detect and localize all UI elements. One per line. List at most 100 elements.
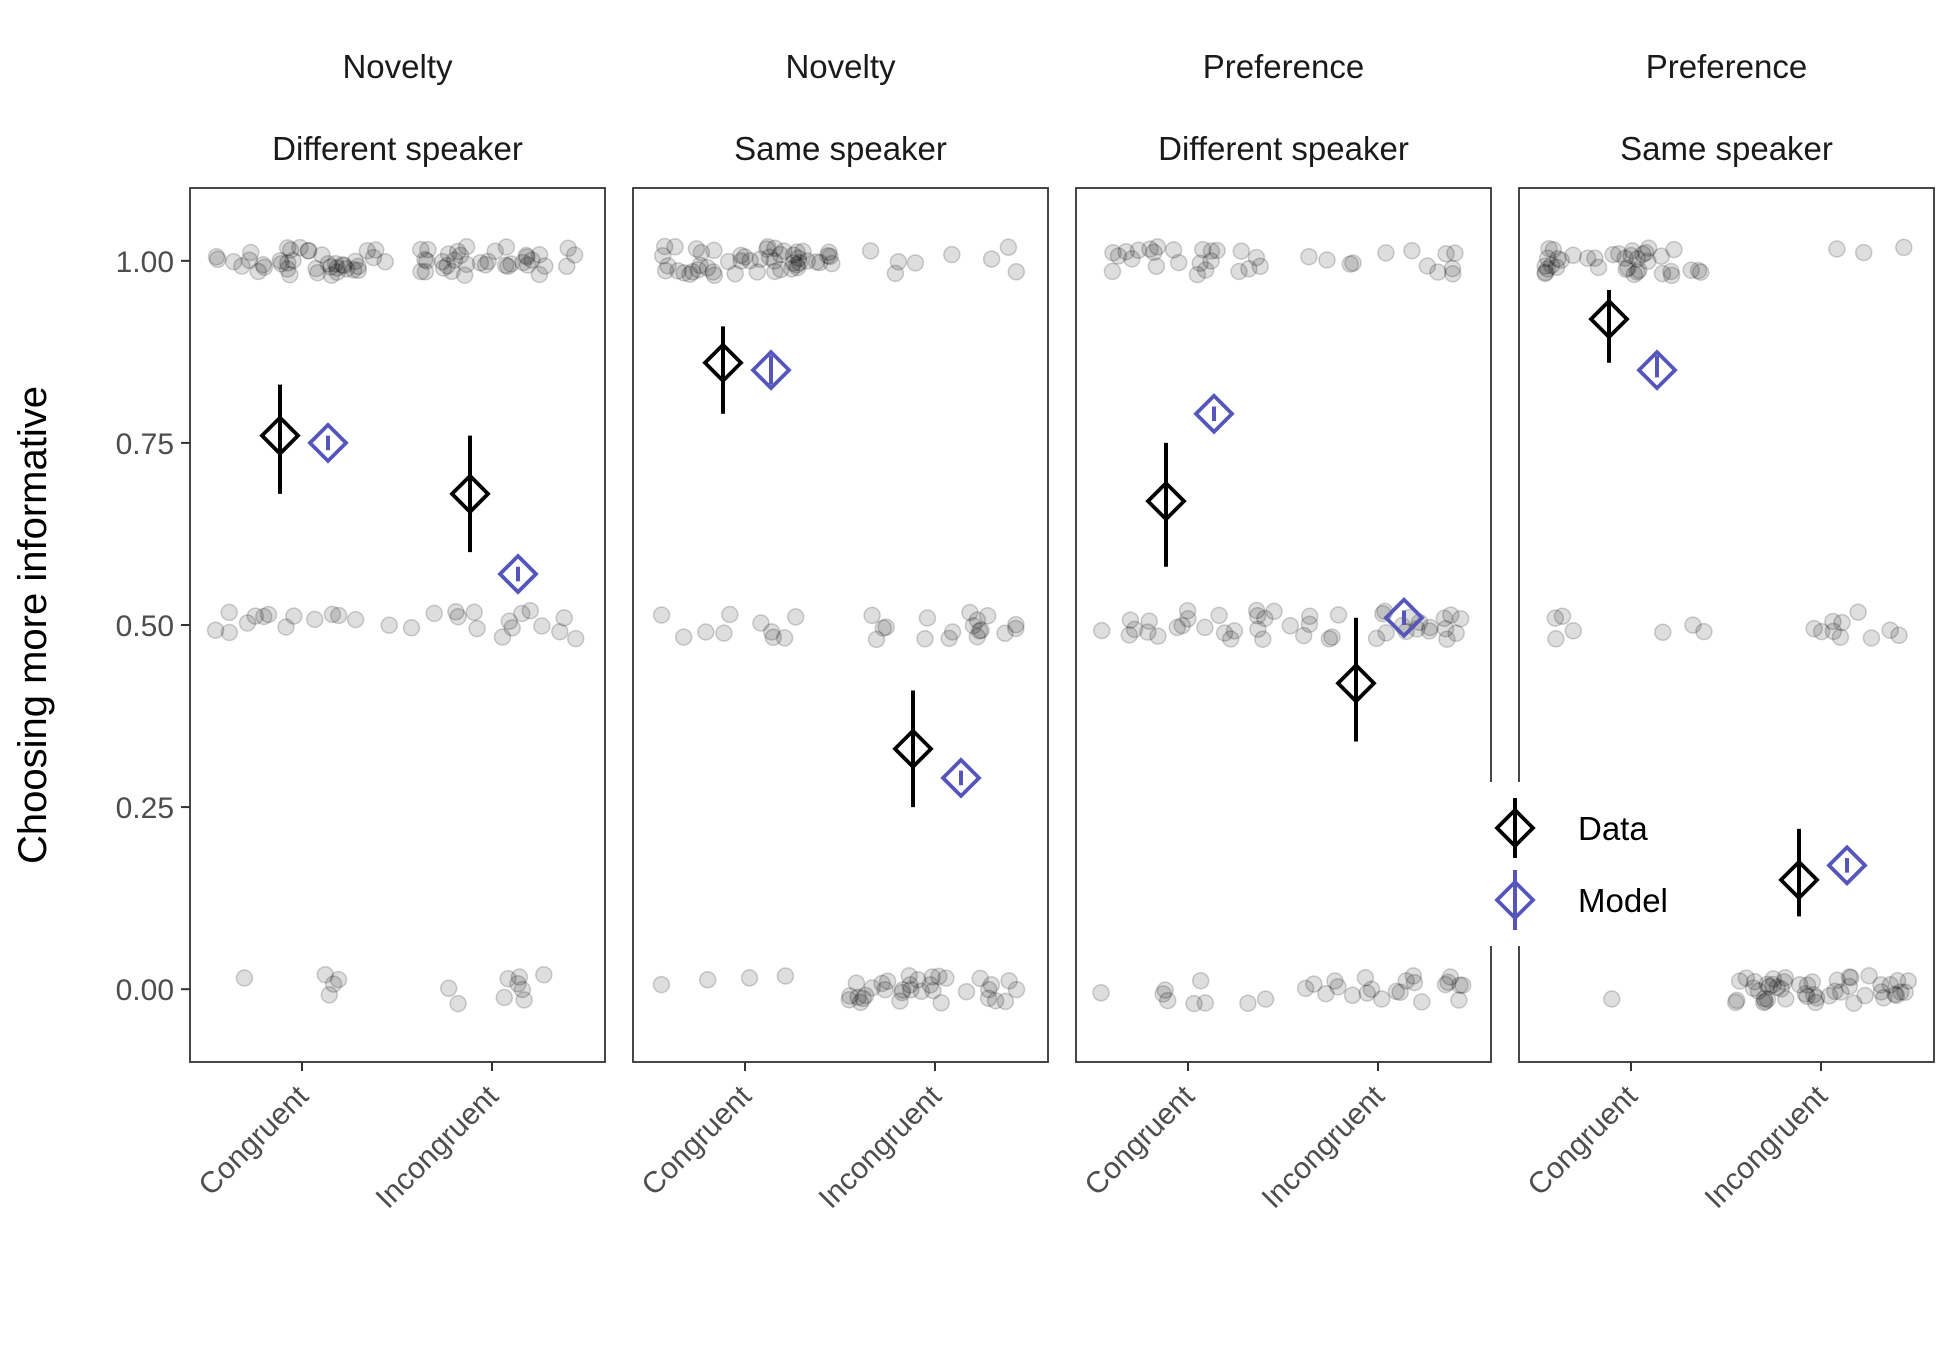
raw-point — [1305, 975, 1323, 993]
data-marker-point — [1145, 480, 1187, 522]
raw-point — [471, 254, 490, 272]
raw-point — [1265, 602, 1283, 621]
raw-point — [867, 630, 886, 649]
data-marker — [449, 435, 491, 553]
raw-point — [970, 622, 989, 640]
raw-point — [1447, 624, 1465, 642]
raw-point — [1622, 246, 1640, 265]
data-marker — [702, 326, 744, 414]
raw-point — [1221, 630, 1240, 648]
raw-point — [434, 259, 453, 277]
raw-point — [1437, 245, 1455, 263]
raw-point — [1828, 240, 1846, 258]
raw-point — [1240, 260, 1258, 278]
raw-point — [1881, 976, 1900, 994]
raw-point — [909, 971, 927, 989]
raw-point — [1196, 994, 1215, 1012]
raw-point — [1665, 240, 1683, 259]
raw-point — [324, 975, 343, 993]
raw-point — [789, 249, 808, 268]
raw-point — [982, 975, 1001, 994]
raw-point — [937, 969, 955, 987]
raw-point — [329, 606, 348, 625]
raw-point — [220, 623, 239, 642]
raw-point — [1215, 624, 1234, 642]
raw-point — [1387, 982, 1406, 1001]
model-marker-point — [307, 422, 349, 464]
raw-point — [1191, 254, 1209, 273]
raw-point — [1536, 263, 1555, 282]
raw-point — [1726, 993, 1745, 1012]
raw-point — [1849, 603, 1867, 621]
data-marker-point — [259, 414, 301, 457]
raw-point — [1164, 241, 1183, 259]
raw-point — [1139, 623, 1157, 641]
raw-point — [419, 240, 437, 259]
raw-point — [971, 969, 989, 988]
raw-point — [1896, 983, 1914, 1002]
raw-point — [1840, 977, 1859, 996]
raw-point — [889, 253, 908, 271]
raw-point — [758, 240, 776, 258]
raw-point — [759, 238, 777, 256]
raw-point — [1202, 252, 1220, 270]
raw-point — [376, 253, 394, 271]
raw-point — [1619, 259, 1637, 277]
raw-point — [1777, 990, 1795, 1008]
raw-point — [698, 971, 717, 989]
raw-point — [1856, 986, 1874, 1005]
raw-point — [457, 255, 476, 274]
raw-point — [335, 256, 353, 275]
raw-point — [1546, 609, 1565, 627]
raw-point — [1436, 619, 1455, 638]
raw-points — [652, 237, 1026, 1012]
raw-point — [1636, 243, 1655, 262]
raw-point — [1820, 986, 1839, 1005]
raw-point — [726, 265, 744, 283]
raw-point — [555, 609, 573, 627]
raw-point — [1103, 262, 1122, 281]
raw-point — [1358, 984, 1376, 1002]
raw-point — [1564, 246, 1582, 265]
raw-point — [1154, 985, 1172, 1003]
raw-point — [1803, 973, 1822, 991]
raw-point — [924, 981, 942, 1000]
raw-point — [439, 245, 458, 263]
raw-point — [968, 611, 987, 629]
raw-point — [1536, 257, 1554, 275]
raw-point — [337, 260, 356, 278]
raw-point — [1796, 985, 1815, 1003]
raw-point — [1210, 606, 1228, 625]
raw-point — [972, 621, 990, 640]
raw-point — [1007, 619, 1025, 638]
raw-point — [1300, 247, 1318, 266]
legend-key-diamond — [1494, 807, 1536, 849]
raw-point — [1547, 630, 1565, 648]
raw-point — [752, 614, 770, 632]
model-marker — [497, 553, 539, 595]
raw-point — [961, 603, 979, 622]
raw-point — [1117, 242, 1135, 261]
raw-point — [499, 969, 517, 988]
raw-point — [1169, 253, 1188, 272]
raw-point — [1156, 981, 1174, 999]
raw-point — [849, 988, 867, 1006]
raw-point — [1589, 258, 1608, 277]
raw-point — [1239, 994, 1257, 1012]
raw-point — [455, 266, 474, 284]
strip-label-bottom: Different speaker — [272, 130, 523, 167]
raw-point — [1824, 622, 1843, 641]
raw-point — [1862, 629, 1881, 647]
raw-point — [1768, 978, 1787, 997]
strip-label-bottom: Same speaker — [1620, 130, 1833, 167]
raw-point — [1397, 972, 1415, 990]
y-tick-label: 0.00 — [116, 974, 174, 1007]
raw-point — [771, 245, 790, 264]
raw-point — [847, 974, 866, 992]
raw-point — [1840, 968, 1859, 986]
raw-point — [669, 262, 687, 280]
x-tick-label: Congruent — [193, 1079, 316, 1202]
raw-point — [1191, 971, 1210, 990]
raw-point — [652, 975, 671, 994]
raw-point — [1652, 247, 1671, 266]
